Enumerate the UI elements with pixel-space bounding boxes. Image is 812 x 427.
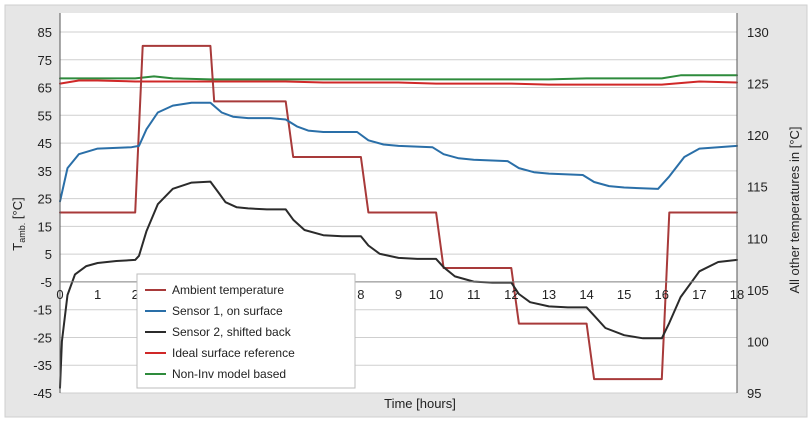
right-axis-title: All other temperatures in [°C] — [787, 126, 802, 293]
right-y-tick-label: 105 — [747, 283, 769, 298]
x-tick-label: 1 — [94, 287, 101, 302]
right-y-tick-label: 110 — [747, 231, 768, 246]
left-y-tick-label: -25 — [33, 330, 52, 345]
left-axis-title-unit: [°C] — [10, 197, 25, 222]
left-y-tick-label: -45 — [33, 386, 52, 401]
left-y-tick-label: -35 — [33, 358, 52, 373]
right-y-tick-label: 100 — [747, 334, 769, 349]
legend-entry: Ideal surface reference — [172, 346, 295, 360]
x-tick-label: 11 — [467, 287, 481, 302]
series-line-ambient-temperature — [59, 44, 738, 381]
series-line-sensor-1-on-surface — [59, 101, 738, 203]
x-tick-label: 18 — [730, 287, 744, 302]
x-tick-label: 16 — [655, 287, 669, 302]
x-tick-label: 0 — [56, 287, 63, 302]
left-y-tick-label: 45 — [38, 136, 52, 151]
tick-labels: 0123456789101112131415161718857565554535… — [33, 25, 769, 401]
x-tick-label: 14 — [579, 287, 593, 302]
series-line-non-inv-model-based — [59, 74, 738, 81]
right-y-tick-label: 95 — [747, 386, 761, 401]
x-tick-label: 15 — [617, 287, 631, 302]
legend-entry: Ambient temperature — [172, 283, 284, 297]
left-y-tick-label: 5 — [45, 247, 52, 262]
left-y-tick-label: 15 — [38, 219, 52, 234]
left-y-tick-label: -5 — [40, 275, 52, 290]
x-tick-label: 17 — [692, 287, 706, 302]
right-y-tick-label: 115 — [747, 180, 768, 195]
legend-entry: Non-Inv model based — [172, 367, 286, 381]
series-lines — [59, 44, 738, 389]
x-tick-label: 10 — [429, 287, 443, 302]
legend: Ambient temperature Sensor 1, on surface S… — [136, 273, 356, 389]
legend-entry: Sensor 1, on surface — [172, 304, 283, 318]
legend-entry: Sensor 2, shifted back — [172, 325, 292, 339]
left-y-tick-label: 35 — [38, 164, 52, 179]
grid-lines — [60, 31, 737, 394]
left-y-tick-label: 55 — [38, 108, 52, 123]
left-y-tick-label: 25 — [38, 192, 52, 207]
series-line-sensor-2-shifted-back — [59, 180, 738, 389]
right-y-tick-label: 130 — [747, 25, 769, 40]
x-tick-label: 8 — [357, 287, 364, 302]
x-axis-title: Time [hours] — [384, 396, 456, 411]
legend-box — [136, 273, 356, 389]
left-y-tick-label: 65 — [38, 81, 52, 96]
right-y-tick-label: 120 — [747, 128, 769, 143]
left-y-tick-label: 85 — [38, 25, 52, 40]
x-tick-label: 12 — [504, 287, 518, 302]
left-y-tick-label: -15 — [33, 303, 52, 318]
left-y-tick-label: 75 — [38, 53, 52, 68]
left-axis-title-base: T — [10, 243, 25, 251]
right-y-tick-label: 125 — [747, 77, 769, 92]
x-tick-label: 13 — [542, 287, 556, 302]
left-axis-title: Tamb. [°C] — [10, 197, 27, 250]
x-tick-label: 2 — [132, 287, 139, 302]
left-axis-title-subscript: amb. — [17, 223, 27, 243]
x-tick-label: 9 — [395, 287, 402, 302]
